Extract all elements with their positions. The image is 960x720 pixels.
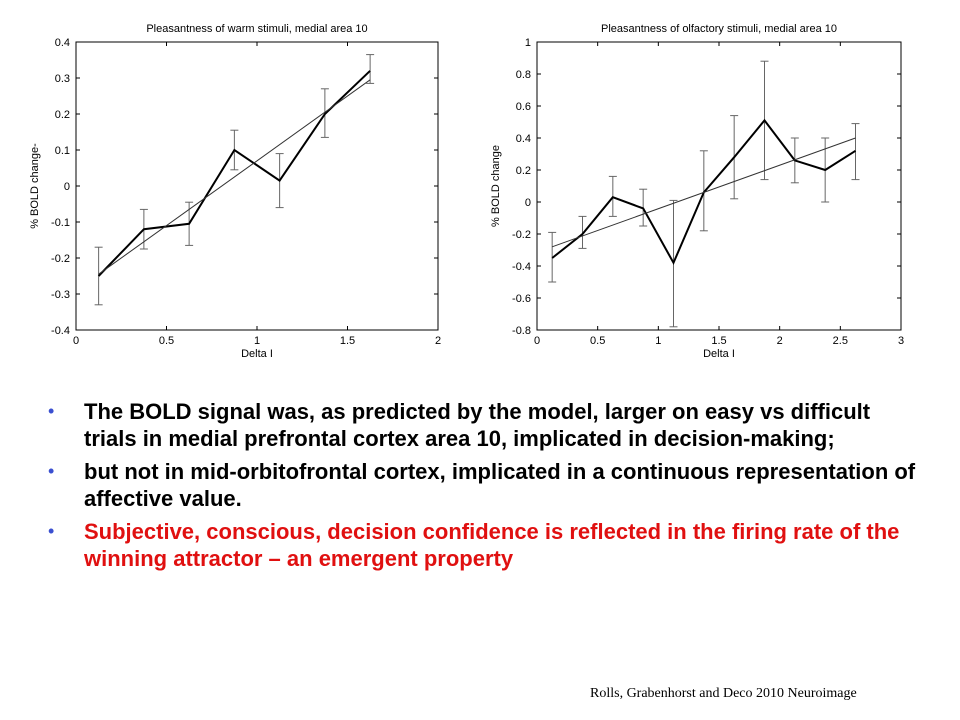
y-tick-label: -0.6 [512, 293, 531, 305]
citation: Rolls, Grabenhorst and Deco 2010 Neuroim… [590, 686, 857, 701]
x-tick-label: 0 [534, 335, 540, 347]
y-tick-label: -0.4 [51, 325, 70, 337]
x-tick-label: 1.5 [340, 335, 355, 347]
y-tick-label: -0.3 [51, 289, 70, 301]
x-tick-label: 1.5 [711, 335, 726, 347]
y-tick-label: -0.1 [51, 217, 70, 229]
data-line [97, 70, 371, 277]
x-tick-label: 2.5 [833, 335, 848, 347]
y-tick-label: 0.2 [516, 165, 531, 177]
plot-frame [75, 41, 439, 331]
y-tick-label: -0.4 [512, 261, 531, 273]
bullet-list: • The BOLD signal was, as predicted by t… [48, 398, 928, 578]
x-axis-label: Delta I [241, 348, 273, 360]
chart-title: Pleasantness of olfactory stimuli, media… [601, 23, 837, 35]
y-tick-label: -0.8 [512, 325, 531, 337]
y-tick-label: 0.4 [516, 133, 531, 145]
y-tick-label: 0.2 [55, 109, 70, 121]
x-tick-label: 0 [73, 335, 79, 347]
charts-area: Pleasantness of warm stimuli, medial are… [29, 23, 904, 360]
data-line [551, 118, 857, 266]
bullet-dot: • [48, 401, 55, 421]
y-tick-label: 0.8 [516, 69, 531, 81]
bullet-dot: • [48, 461, 55, 481]
bullet-text: The BOLD signal was, as predicted by the… [84, 399, 871, 451]
chart-olfactory-stimuli: Pleasantness of olfactory stimuli, media… [490, 23, 904, 360]
y-tick-label: 0.4 [55, 37, 70, 49]
x-tick-label: 2 [777, 335, 783, 347]
x-tick-label: 2 [435, 335, 441, 347]
bullet-item-3: • Subjective, conscious, decision confid… [48, 518, 928, 572]
y-tick-label: 0 [64, 181, 70, 193]
plot-frame [536, 41, 902, 331]
y-tick-label: 0 [525, 197, 531, 209]
y-tick-label: 0.3 [55, 73, 70, 85]
bullet-text: but not in mid-orbitofrontal cortex, imp… [84, 459, 916, 511]
y-axis-label: % BOLD change [490, 145, 502, 227]
bullet-item-2: • but not in mid-orbitofrontal cortex, i… [48, 458, 928, 512]
x-tick-label: 1 [254, 335, 260, 347]
x-tick-label: 0.5 [159, 335, 174, 347]
chart-title: Pleasantness of warm stimuli, medial are… [146, 23, 367, 35]
x-axis-label: Delta I [703, 348, 735, 360]
y-axis-label: % BOLD change- [29, 143, 41, 229]
x-tick-label: 0.5 [590, 335, 605, 347]
x-tick-label: 1 [655, 335, 661, 347]
chart-warm-stimuli: Pleasantness of warm stimuli, medial are… [29, 23, 441, 360]
x-tick-label: 3 [898, 335, 904, 347]
fit-line [551, 137, 856, 248]
y-tick-label: 0.1 [55, 145, 70, 157]
y-tick-label: -0.2 [512, 229, 531, 241]
fit-line [98, 79, 371, 275]
y-tick-label: 1 [525, 37, 531, 49]
y-tick-label: 0.6 [516, 101, 531, 113]
bullet-text: Subjective, conscious, decision confiden… [84, 519, 900, 571]
y-tick-label: -0.2 [51, 253, 70, 265]
bullet-dot: • [48, 521, 55, 541]
bullet-item-1: • The BOLD signal was, as predicted by t… [48, 398, 928, 452]
